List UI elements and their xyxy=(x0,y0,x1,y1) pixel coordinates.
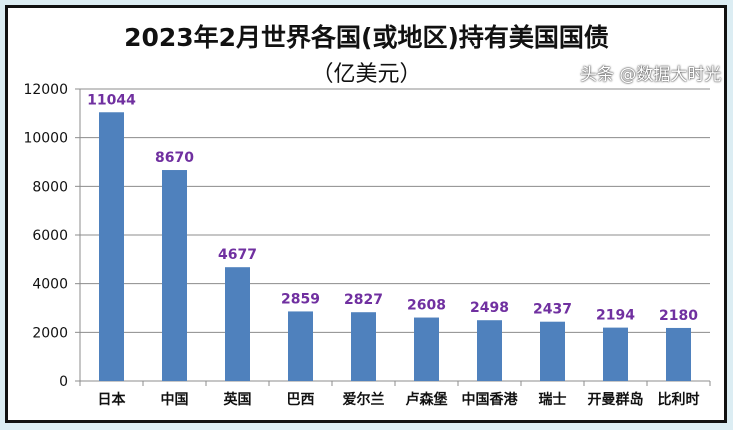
bar xyxy=(666,327,691,381)
watermark: 头条 @数据大时光 xyxy=(580,65,722,85)
data-label: 2859 xyxy=(281,291,320,307)
bar xyxy=(414,317,439,381)
x-tick-label: 爱尔兰 xyxy=(343,391,385,408)
data-label: 11044 xyxy=(87,92,136,108)
x-tick-label: 日本 xyxy=(98,391,127,408)
x-tick-label: 开曼群岛 xyxy=(588,391,644,408)
y-tick-label: 12000 xyxy=(23,82,68,98)
bar xyxy=(540,321,565,381)
bar xyxy=(288,311,313,381)
y-tick-label: 0 xyxy=(59,374,68,390)
x-tick-label: 比利时 xyxy=(658,391,700,408)
bar xyxy=(225,267,250,381)
y-tick-label: 8000 xyxy=(32,179,68,195)
data-label: 8670 xyxy=(155,150,194,166)
bar xyxy=(351,312,376,381)
x-tick-label: 中国 xyxy=(161,391,189,408)
data-label: 2180 xyxy=(659,308,698,324)
bar xyxy=(99,112,124,381)
data-label: 2827 xyxy=(344,292,383,308)
data-label: 2498 xyxy=(470,300,509,316)
x-tick-label: 英国 xyxy=(223,391,252,408)
chart-subtitle: （亿美元） xyxy=(311,62,422,87)
bar xyxy=(603,327,628,381)
data-label: 2194 xyxy=(596,308,635,324)
x-tick-label: 瑞士 xyxy=(539,391,567,408)
chart-title: 2023年2月世界各国(或地区)持有美国国债 xyxy=(124,23,609,52)
y-tick-label: 6000 xyxy=(32,228,68,244)
data-label: 2608 xyxy=(407,298,446,314)
x-tick-label: 中国香港 xyxy=(462,391,519,408)
data-label: 2437 xyxy=(533,302,572,318)
bar xyxy=(162,170,187,381)
bar xyxy=(477,320,502,381)
x-tick-label: 巴西 xyxy=(287,392,315,408)
y-tick-label: 4000 xyxy=(32,277,68,293)
data-label: 4677 xyxy=(218,247,257,263)
y-tick-label: 2000 xyxy=(32,325,68,341)
y-tick-label: 10000 xyxy=(23,131,68,147)
x-tick-label: 卢森堡 xyxy=(406,391,448,408)
